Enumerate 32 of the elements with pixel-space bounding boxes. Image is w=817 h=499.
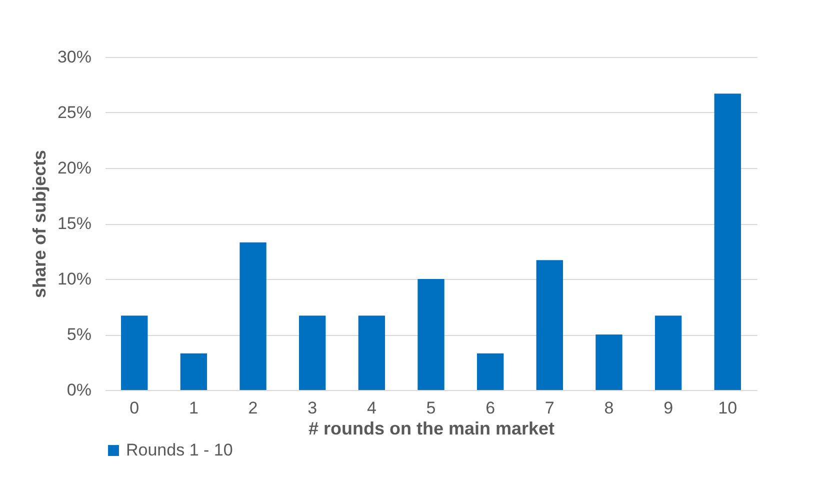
x-tick-label: 3: [308, 398, 318, 418]
x-tick-label: 0: [130, 398, 140, 418]
x-tick-label: 9: [664, 398, 674, 418]
legend-label: Rounds 1 - 10: [126, 440, 233, 460]
y-tick-label: 25%: [57, 103, 92, 122]
bar: [476, 353, 504, 390]
x-axis-title: # rounds on the main market: [308, 418, 555, 438]
bar: [299, 316, 326, 390]
y-axis-title: share of subjects: [29, 150, 50, 298]
y-tick-label: 10%: [57, 270, 92, 288]
x-tick-label: 2: [248, 398, 258, 418]
x-tick-label: 8: [604, 398, 614, 418]
x-tick-label: 6: [486, 398, 496, 418]
bar: [654, 316, 682, 390]
x-tick-label: 5: [426, 398, 436, 418]
bar: [180, 353, 208, 390]
x-tick-label: 7: [544, 398, 554, 418]
bar: [714, 94, 741, 390]
bar: [536, 260, 563, 390]
y-tick-label: 5%: [66, 325, 92, 344]
y-tick-label: 0%: [66, 380, 92, 400]
bar: [240, 242, 266, 390]
x-tick-label: 4: [366, 398, 376, 418]
y-tick-label: 30%: [57, 48, 92, 66]
x-tick-label: 10: [718, 398, 738, 418]
bar: [358, 316, 386, 390]
bar: [121, 316, 148, 390]
bar: [596, 334, 622, 390]
y-tick-label: 20%: [57, 158, 92, 178]
y-tick-label: 15%: [57, 214, 92, 233]
bar: [418, 279, 444, 390]
x-tick-label: 1: [188, 398, 198, 418]
